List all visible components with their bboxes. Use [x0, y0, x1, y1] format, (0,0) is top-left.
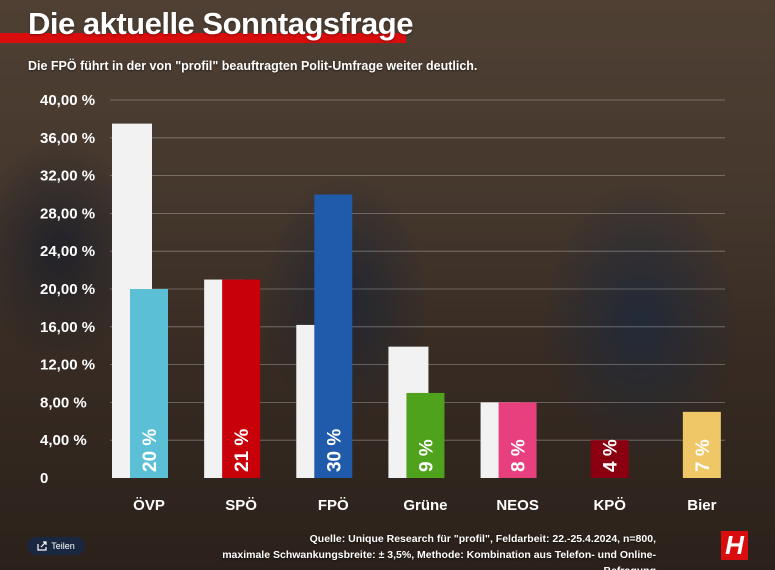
current-bar-2	[314, 194, 353, 478]
y-tick-label: 0	[40, 470, 48, 487]
y-tick-label: 20,00 %	[40, 281, 95, 298]
current-bar-6	[682, 411, 721, 478]
category-label-5: KPÖ	[593, 497, 626, 514]
y-tick-label: 16,00 %	[40, 319, 95, 336]
current-bar-3	[406, 392, 445, 478]
data-label-4: 8 %	[509, 439, 530, 472]
current-bar-5	[590, 440, 629, 478]
y-tick-label: 28,00 %	[40, 205, 95, 222]
page-title: Die aktuelle Sonntagsfrage	[28, 6, 413, 41]
data-label-6: 7 %	[693, 439, 714, 472]
source-line-2: maximale Schwankungsbreite: ± 3,5%, Meth…	[222, 549, 656, 570]
category-label-6: Bier	[687, 497, 716, 514]
y-tick-label: 4,00 %	[40, 432, 87, 449]
source-line-1: Quelle: Unique Research für "profil", Fe…	[309, 533, 656, 545]
title-accent-bar	[28, 33, 406, 43]
category-label-2: FPÖ	[318, 497, 349, 514]
share-icon	[37, 541, 47, 551]
data-label-2: 30 %	[324, 429, 345, 472]
y-tick-label: 32,00 %	[40, 168, 95, 185]
current-bar-4	[498, 402, 537, 478]
data-label-3: 9 %	[416, 439, 437, 472]
category-label-4: NEOS	[496, 497, 539, 514]
data-label-5: 4 %	[601, 439, 622, 472]
y-tick-label: 8,00 %	[40, 394, 87, 411]
data-labels: 20 % 21 % 30 % 9 % 8 % 4 % 7 %	[140, 429, 714, 472]
title-accent-bar-left	[0, 33, 28, 43]
source-footnote: Quelle: Unique Research für "profil", Fe…	[176, 531, 656, 570]
share-label: Teilen	[51, 541, 75, 551]
category-label-1: SPÖ	[225, 497, 257, 514]
category-labels: ÖVP SPÖ FPÖ Grüne NEOS KPÖ Bier	[133, 497, 716, 514]
data-label-0: 20 %	[140, 429, 161, 472]
brand-logo: H	[721, 531, 748, 560]
category-label-3: Grüne	[403, 497, 447, 514]
current-bar-1	[222, 279, 261, 478]
y-tick-label: 24,00 %	[40, 243, 95, 260]
category-label-0: ÖVP	[133, 497, 165, 514]
data-label-1: 21 %	[232, 429, 253, 472]
chart-subtitle: Die FPÖ führt in der von "profil" beauft…	[28, 59, 478, 73]
y-tick-label: 36,00 %	[40, 130, 95, 147]
y-tick-label: 12,00 %	[40, 357, 95, 374]
y-axis-ticks: 0 4,00 % 8,00 % 12,00 % 16,00 % 20,00 % 24,00 …	[40, 92, 95, 487]
current-bars	[130, 194, 721, 478]
current-bar-0	[130, 289, 168, 478]
share-button[interactable]: Teilen	[27, 537, 85, 555]
y-tick-label: 40,00 %	[40, 92, 95, 109]
